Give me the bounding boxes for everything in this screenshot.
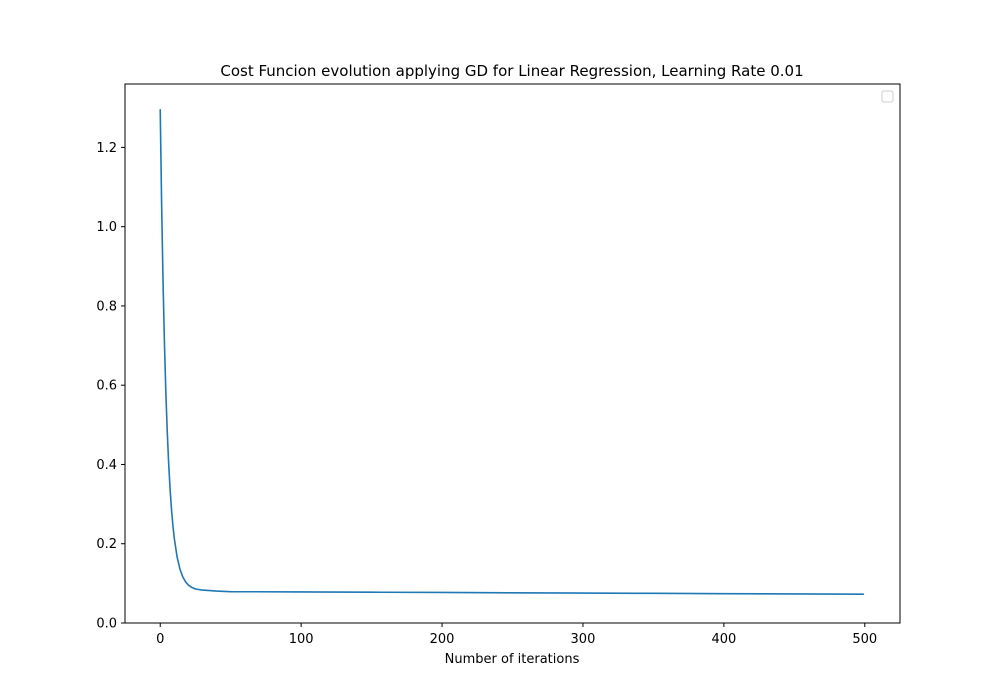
series-layer [159,108,865,595]
y-tick-label: 1.0 [96,220,117,235]
x-tick-label: 300 [571,632,596,647]
x-tick-label: 100 [289,632,314,647]
x-tick-label: 500 [852,632,877,647]
y-tick-label: 0.6 [96,379,117,394]
x-tick-label: 0 [156,632,164,647]
y-tick-label: 0.2 [96,537,117,552]
chart-title: Cost Funcion evolution applying GD for L… [220,62,803,80]
axes-layer: 0 100 200 300 400 500 0.0 0.2 0.4 0.6 0.8 1.0 1.2 [96,83,901,647]
y-tick-label: 1.2 [96,141,117,156]
x-tick-label: 200 [430,632,455,647]
y-tick-label: 0.0 [96,617,117,632]
x-axis-label: Number of iterations [445,652,580,667]
series-line-0 [159,108,865,595]
plot-frame [124,83,901,624]
y-tick-label: 0.4 [96,458,117,473]
legend-box [881,90,894,103]
x-tick-label: 400 [711,632,736,647]
y-tick-label: 0.8 [96,299,117,314]
